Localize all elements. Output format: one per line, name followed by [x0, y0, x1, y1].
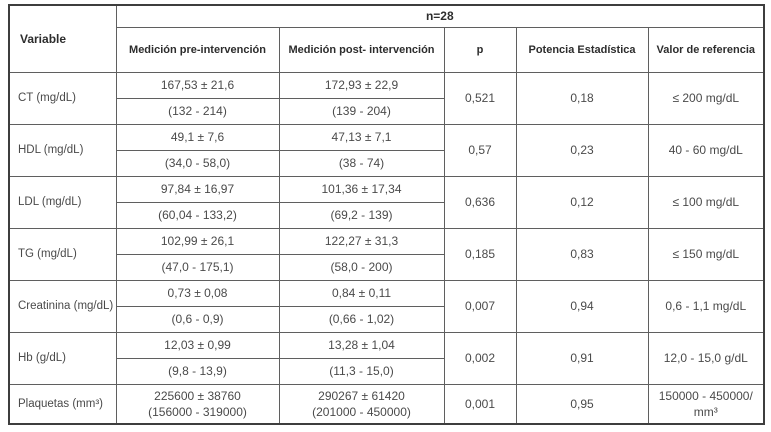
cell-tg-post-mean: 122,27 ± 31,3	[278, 227, 445, 255]
cell-ldl-p: 0,636	[443, 175, 517, 229]
table-row-ldl: LDL (mg/dL) 97,84 ± 16,97 101,36 ± 17,34…	[8, 175, 765, 229]
table-row-hb: Hb (g/dL) 12,03 ± 0,99 13,28 ± 1,04 0,00…	[8, 331, 765, 385]
cell-hb-pre-range: (9,8 - 13,9)	[115, 357, 280, 385]
cell-ct-pre-mean: 167,53 ± 21,6	[115, 71, 280, 99]
table-row-creatinina-range: (0,6 - 0,9) (0,66 - 1,02)	[9, 305, 764, 333]
cell-ldl-post-mean: 101,36 ± 17,34	[278, 175, 445, 203]
cell-hb-post-mean: 13,28 ± 1,04	[278, 331, 445, 359]
cell-tg-p: 0,185	[443, 227, 517, 281]
cell-hdl-pre-range: (34,0 - 58,0)	[115, 149, 280, 177]
cell-tg-post-range: (58,0 - 200)	[278, 253, 445, 281]
cell-hdl-variable: HDL (mg/dL)	[8, 123, 117, 177]
cell-hdl-pre-mean: 49,1 ± 7,6	[115, 123, 280, 151]
cell-tg-power: 0,83	[515, 227, 649, 281]
table-row-ct: CT (mg/dL) 167,53 ± 21,6 172,93 ± 22,9 0…	[8, 71, 765, 125]
cell-plaquetas-reference-line2: mm³	[693, 404, 718, 419]
cell-creatinina-reference: 0,6 - 1,1 mg/dL	[647, 279, 765, 333]
table-row-tg-range: (47,0 - 175,1) (58,0 - 200)	[9, 253, 764, 281]
cell-hdl-p: 0,57	[443, 123, 517, 177]
cell-creatinina-p: 0,007	[443, 279, 517, 333]
cell-tg-reference: ≤ 150 mg/dL	[647, 227, 765, 281]
cell-hdl-reference: 40 - 60 mg/dL	[647, 123, 765, 177]
cell-plaquetas-reference-line1: 150000 - 450000/	[658, 388, 753, 403]
cell-plaquetas-pre: 225600 ± 38760 (156000 - 319000)	[115, 383, 280, 424]
cell-plaquetas-post-range: (201000 - 450000)	[312, 404, 411, 419]
cell-tg-pre-mean: 102,99 ± 26,1	[115, 227, 280, 255]
cell-ct-post-range: (139 - 204)	[278, 97, 445, 125]
cell-plaquetas-post: 290267 ± 61420 (201000 - 450000)	[278, 383, 445, 424]
table-row-creatinina: Creatinina (mg/dL) 0,73 ± 0,08 0,84 ± 0,…	[8, 279, 765, 333]
results-table: Variable n=28 Medición pre-intervención …	[8, 4, 766, 425]
cell-plaquetas-pre-range: (156000 - 319000)	[148, 404, 247, 419]
cell-tg-variable: TG (mg/dL)	[8, 227, 117, 281]
cell-ct-pre-range: (132 - 214)	[115, 97, 280, 125]
column-header-p: p	[443, 26, 517, 73]
cell-hb-reference: 12,0 - 15,0 g/dL	[647, 331, 765, 385]
cell-ldl-variable: LDL (mg/dL)	[8, 175, 117, 229]
table-row-hdl: HDL (mg/dL) 49,1 ± 7,6 47,13 ± 7,1 0,57 …	[8, 123, 765, 177]
cell-hb-power: 0,91	[515, 331, 649, 385]
cell-ct-p: 0,521	[443, 71, 517, 125]
cell-ldl-pre-mean: 97,84 ± 16,97	[115, 175, 280, 203]
cell-creatinina-post-range: (0,66 - 1,02)	[278, 305, 445, 333]
cell-ct-variable: CT (mg/dL)	[8, 71, 117, 125]
cell-ct-reference: ≤ 200 mg/dL	[647, 71, 765, 125]
cell-ct-power: 0,18	[515, 71, 649, 125]
cell-plaquetas-power: 0,95	[515, 383, 649, 424]
table-row-ct-range: (132 - 214) (139 - 204)	[9, 97, 764, 125]
column-header-reference: Valor de referencia	[647, 26, 765, 73]
cell-creatinina-power: 0,94	[515, 279, 649, 333]
cell-hdl-power: 0,23	[515, 123, 649, 177]
cell-hb-p: 0,002	[443, 331, 517, 385]
sample-size-header: n=28	[115, 4, 765, 28]
cell-ldl-pre-range: (60,04 - 133,2)	[115, 201, 280, 229]
cell-creatinina-post-mean: 0,84 ± 0,11	[278, 279, 445, 307]
cell-plaquetas-variable: Plaquetas (mm³)	[8, 383, 117, 424]
table-row-hdl-range: (34,0 - 58,0) (38 - 74)	[9, 149, 764, 177]
column-header-post: Medición post- intervención	[278, 26, 445, 73]
cell-ldl-reference: ≤ 100 mg/dL	[647, 175, 765, 229]
cell-creatinina-variable: Creatinina (mg/dL)	[8, 279, 117, 333]
cell-plaquetas-p: 0,001	[443, 383, 517, 424]
cell-hb-pre-mean: 12,03 ± 0,99	[115, 331, 280, 359]
cell-creatinina-pre-range: (0,6 - 0,9)	[115, 305, 280, 333]
cell-hdl-post-mean: 47,13 ± 7,1	[278, 123, 445, 151]
column-header-power: Potencia Estadística	[515, 26, 649, 73]
cell-ct-post-mean: 172,93 ± 22,9	[278, 71, 445, 99]
cell-hb-post-range: (11,3 - 15,0)	[278, 357, 445, 385]
cell-plaquetas-reference: 150000 - 450000/ mm³	[647, 383, 765, 424]
table-row-ldl-range: (60,04 - 133,2) (69,2 - 139)	[9, 201, 764, 229]
column-header-pre: Medición pre-intervención	[115, 26, 280, 73]
cell-plaquetas-post-mean: 290267 ± 61420	[318, 388, 405, 403]
table-row-plaquetas: Plaquetas (mm³) 225600 ± 38760 (156000 -…	[8, 383, 765, 424]
cell-hdl-post-range: (38 - 74)	[278, 149, 445, 177]
cell-ldl-post-range: (69,2 - 139)	[278, 201, 445, 229]
cell-creatinina-pre-mean: 0,73 ± 0,08	[115, 279, 280, 307]
column-header-variable: Variable	[8, 4, 117, 73]
cell-hb-variable: Hb (g/dL)	[8, 331, 117, 385]
table-row-tg: TG (mg/dL) 102,99 ± 26,1 122,27 ± 31,3 0…	[8, 227, 765, 281]
table-row-hb-range: (9,8 - 13,9) (11,3 - 15,0)	[9, 357, 764, 385]
cell-tg-pre-range: (47,0 - 175,1)	[115, 253, 280, 281]
cell-ldl-power: 0,12	[515, 175, 649, 229]
cell-plaquetas-pre-mean: 225600 ± 38760	[154, 388, 241, 403]
